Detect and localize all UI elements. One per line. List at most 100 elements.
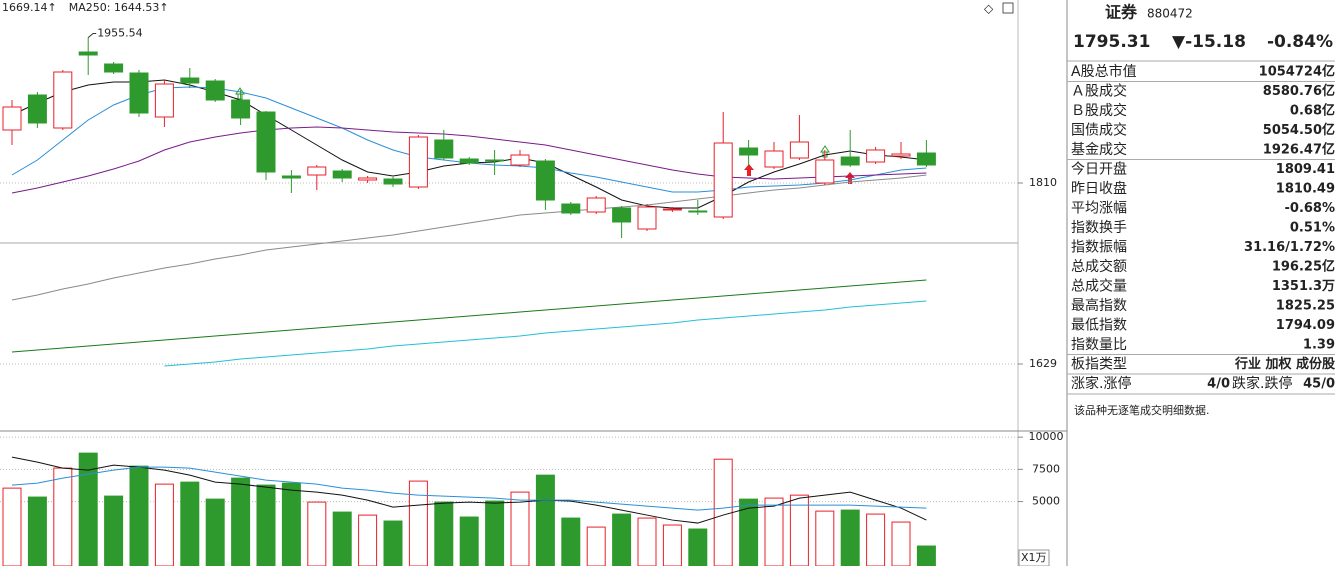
window-icon[interactable]	[1002, 2, 1014, 14]
volume-bar	[485, 500, 505, 566]
volume-bar	[383, 520, 403, 566]
row-label: 国债成交	[1071, 122, 1127, 139]
row-label: 今日开盘	[1071, 161, 1127, 178]
volume-bar	[662, 524, 682, 566]
row-label: 总成交量	[1071, 278, 1127, 295]
volume-bar	[688, 528, 708, 566]
row-label: A股总市值	[1071, 63, 1137, 80]
candle-body	[332, 170, 352, 179]
row-label: 基金成交	[1071, 141, 1127, 158]
volume-bar	[154, 483, 174, 566]
volume-bar	[256, 484, 276, 566]
candle-body	[281, 175, 301, 179]
signal-arrow	[744, 164, 754, 176]
row-label: Ｂ股成交	[1071, 102, 1127, 119]
volume-bar	[612, 513, 632, 566]
volume-bar	[205, 498, 225, 566]
candle-body	[154, 83, 174, 118]
row-value: 1.39	[1303, 338, 1335, 353]
candle-body	[891, 153, 911, 157]
row-value: 5054.50亿	[1263, 122, 1335, 138]
info-panel: 证券 880472 1795.31 ▼-15.18 -0.84% A股总市值 10547…	[1067, 3, 1335, 417]
ma-value: 1669.14	[2, 1, 48, 14]
row-value: 1825.25	[1276, 299, 1335, 314]
breadth-item: 4/0	[1207, 377, 1230, 392]
volume-bar	[586, 526, 606, 566]
candle-body	[459, 158, 479, 164]
unit-box	[1018, 549, 1050, 566]
volume-bar	[866, 513, 886, 566]
candle-body	[916, 152, 936, 166]
breadth-item: 跌家.跌停	[1232, 375, 1292, 392]
volume-bar	[129, 465, 149, 566]
row-label: 指数换手	[1071, 219, 1127, 236]
row-label: 最低指数	[1071, 318, 1127, 334]
ma-value: MA250: 1644.53	[69, 1, 160, 14]
candle-body	[104, 63, 124, 73]
row-label: 昨日收盘	[1071, 180, 1127, 197]
security-name: 证券	[1105, 3, 1138, 22]
candle-body	[612, 207, 632, 223]
row-value: 1810.49	[1276, 182, 1335, 197]
volume-bar	[789, 494, 809, 566]
volume-bar	[510, 491, 530, 566]
candle-body	[307, 166, 327, 176]
candle-body	[485, 159, 505, 162]
candle-body	[662, 208, 682, 211]
y-tick-label: 10000	[1029, 430, 1064, 443]
candle-body	[764, 150, 784, 168]
high-label: 1955.54	[97, 26, 143, 39]
volume-bar	[358, 514, 378, 566]
signal-arrow	[845, 172, 855, 184]
volume-bar	[815, 510, 835, 566]
row-label: Ａ股成交	[1071, 83, 1127, 100]
quote-value: ▼-15.18	[1172, 32, 1246, 52]
volume-bar	[535, 474, 555, 566]
volume-bar	[332, 511, 352, 566]
candle-body	[637, 206, 657, 230]
candle-body	[2, 106, 22, 131]
volume-bar	[231, 477, 251, 566]
candle-body	[358, 177, 378, 181]
volume-bar	[307, 501, 327, 566]
row-value: 行业 加权 成份股	[1234, 356, 1335, 372]
row-value: 0.68亿	[1290, 103, 1335, 119]
row-label: 指数振幅	[1071, 240, 1127, 256]
row-label: 指数量比	[1071, 337, 1127, 353]
candle-body	[27, 94, 47, 124]
breadth-item: 涨家.涨停	[1071, 375, 1131, 392]
row-value: 31.16/1.72%	[1244, 240, 1335, 255]
candle-body	[205, 80, 225, 101]
volume-bar	[764, 497, 784, 566]
row-value: 1794.09	[1276, 318, 1335, 333]
ma-arrow: ↑	[159, 1, 168, 14]
candle-body	[815, 159, 835, 184]
candle-body	[510, 154, 530, 166]
row-label: 总成交额	[1071, 258, 1127, 275]
ma-arrow: ↑	[48, 1, 57, 14]
candle-body	[561, 203, 581, 214]
row-value: -0.68%	[1285, 201, 1335, 216]
unit-label: X1万	[1021, 551, 1047, 564]
candle-body	[78, 51, 98, 56]
candle-body	[256, 111, 276, 173]
volume-bar	[637, 517, 657, 566]
candle-body	[688, 210, 708, 213]
ma-line	[11, 126, 927, 194]
candle-body	[408, 136, 428, 188]
candle-body	[180, 77, 200, 84]
volume-bar	[459, 516, 479, 566]
candle-body	[129, 72, 149, 114]
candle-body	[535, 160, 555, 201]
volume-bar	[561, 517, 581, 566]
volume-bar	[53, 467, 73, 566]
signal-arrow	[235, 87, 245, 100]
candle-body	[231, 99, 251, 119]
candle-body	[586, 197, 606, 213]
draw-icon[interactable]: ◇	[984, 2, 994, 16]
row-value: 0.51%	[1290, 221, 1335, 236]
candle-body	[739, 147, 759, 156]
row-value: 1054724亿	[1259, 64, 1335, 80]
